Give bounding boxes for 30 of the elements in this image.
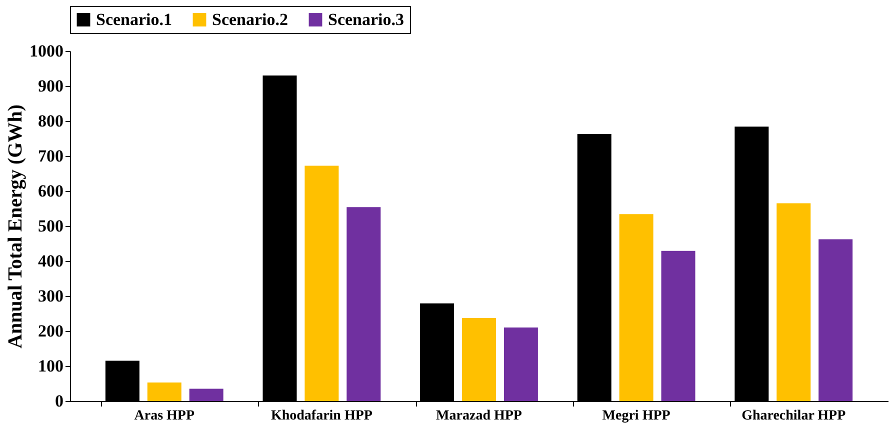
y-tick-label: 100 [38, 356, 64, 376]
y-axis-title: Annual Total Energy (GWh) [4, 104, 26, 348]
y-tick-label: 0 [55, 392, 64, 410]
legend-label: Scenario.2 [212, 10, 288, 29]
y-tick-label: 600 [38, 182, 64, 200]
x-tick-label: Khodafarin HPP [270, 408, 373, 424]
bar [189, 388, 224, 401]
bar [818, 239, 853, 401]
y-tick-label: 1000 [30, 42, 64, 60]
x-tick-label: Aras HPP [134, 408, 195, 424]
y-tick-label: 800 [38, 112, 64, 130]
x-tick-label: Megri HPP [602, 408, 671, 424]
bar [619, 214, 654, 401]
bar [462, 318, 496, 401]
bar [147, 382, 182, 401]
bar [304, 166, 339, 401]
y-tick-label: 500 [38, 216, 64, 236]
legend-label: Scenario.3 [328, 10, 404, 29]
bar [504, 328, 538, 401]
bar [776, 203, 811, 401]
bar [346, 207, 381, 401]
x-tick-label: Marazad HPP [436, 408, 522, 424]
y-tick-label: 400 [38, 252, 64, 270]
bar [661, 250, 696, 401]
legend-label: Scenario.1 [96, 10, 172, 29]
x-tick-label: Gharechilar HPP [742, 408, 846, 424]
y-tick-label: 900 [38, 76, 64, 96]
y-tick-label: 300 [38, 286, 64, 306]
y-tick-label: 200 [38, 322, 64, 340]
y-tick-label: 700 [38, 146, 64, 166]
